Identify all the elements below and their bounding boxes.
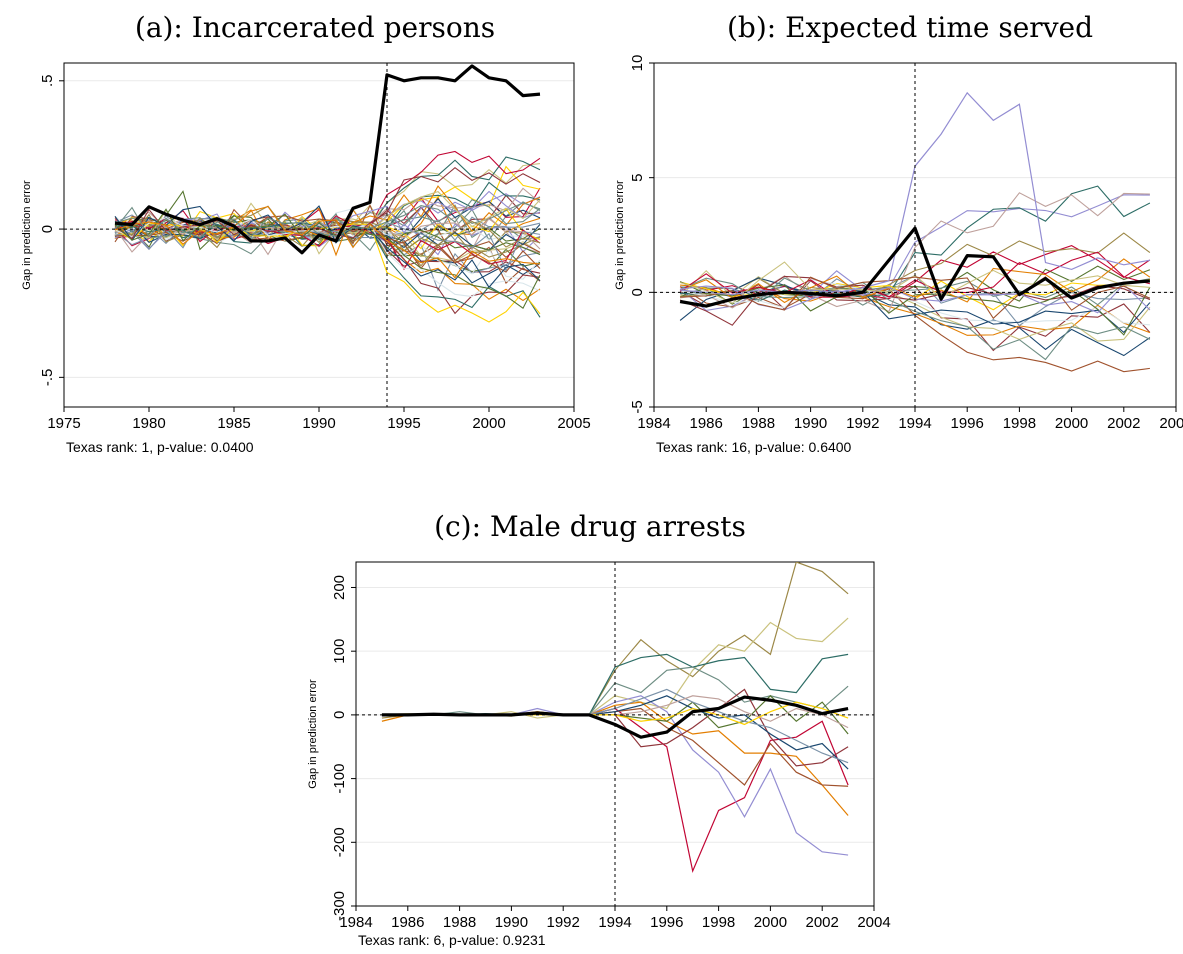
placebo-line <box>680 185 1151 302</box>
y-tick-label: -5 <box>629 400 646 413</box>
x-tick-label: 2000 <box>1055 415 1088 432</box>
x-tick-label: 1990 <box>302 415 335 432</box>
placebo-line <box>680 278 1150 306</box>
plot-area <box>114 64 541 323</box>
y-tick-label: -300 <box>331 891 348 921</box>
x-tick-label: 2000 <box>754 914 787 931</box>
y-tick-label: 200 <box>331 575 348 600</box>
placebo-line <box>679 277 1151 334</box>
panel-title: (a): Incarcerated persons <box>135 11 495 44</box>
placebo-line <box>114 214 541 256</box>
x-tick-label: 1986 <box>391 914 424 931</box>
x-tick-label: 1992 <box>846 415 879 432</box>
x-tick-label: 1988 <box>742 415 775 432</box>
placebo-line <box>114 221 541 256</box>
y-axis-label: Gap in prediction error <box>614 180 626 290</box>
placebo-line <box>679 258 1151 304</box>
x-tick-label: 1994 <box>898 415 931 432</box>
panel-2: (c): Male drug arrests 1984 1986 1988 1990 19… <box>307 510 891 948</box>
placebo-line <box>114 208 541 310</box>
placebo-line <box>114 205 541 279</box>
x-tick-label: 1984 <box>637 415 670 432</box>
placebo-line <box>114 167 541 240</box>
y-tick-label: -200 <box>331 827 348 857</box>
texas-line <box>679 226 1151 308</box>
placebo-line <box>114 205 541 289</box>
x-tick-label: 1985 <box>217 415 250 432</box>
y-tick-label: 10 <box>629 55 646 72</box>
panel-title: (c): Male drug arrests <box>434 510 746 543</box>
placebo-line <box>114 204 541 255</box>
y-tick-label: 0 <box>39 225 56 233</box>
x-tick-label: 1998 <box>1003 415 1036 432</box>
x-tick-label: 2004 <box>857 914 890 931</box>
y-tick-label: 0 <box>629 288 646 296</box>
y-tick-label: 5 <box>629 173 646 181</box>
y-axis-label: Gap in prediction error <box>21 180 33 290</box>
panel-1: (b): Expected time served 1984 1986 1988 199… <box>614 11 1183 455</box>
y-axis-label: Gap in prediction error <box>307 679 319 789</box>
x-tick-label: 1990 <box>495 914 528 931</box>
placebo-line <box>114 199 541 239</box>
x-tick-label: 2002 <box>1107 415 1140 432</box>
y-tick-label: -.5 <box>39 369 56 387</box>
x-tick-label: 1998 <box>702 914 735 931</box>
rank-note: Texas rank: 16, p-value: 0.6400 <box>656 439 852 455</box>
rank-note: Texas rank: 6, p-value: 0.9231 <box>358 932 546 948</box>
plot-area <box>381 562 849 873</box>
x-tick-label: 1992 <box>547 914 580 931</box>
placebo-line <box>680 276 1151 320</box>
placebo-line <box>679 281 1151 336</box>
x-tick-label: 2000 <box>472 415 505 432</box>
plot-frame <box>355 561 875 907</box>
x-tick-label: 1980 <box>132 415 165 432</box>
rank-note: Texas rank: 1, p-value: 0.0400 <box>66 439 254 455</box>
x-tick-label: 2004 <box>1159 415 1183 432</box>
x-tick-label: 1994 <box>598 914 631 931</box>
panel-title: (b): Expected time served <box>727 11 1093 44</box>
y-tick-label: -100 <box>331 764 348 794</box>
plot-frame <box>653 62 1177 408</box>
texas-line <box>114 64 541 255</box>
x-tick-label: 1995 <box>387 415 420 432</box>
x-tick-label: 1996 <box>650 914 683 931</box>
panel-0: (a): Incarcerated persons 1975 1980 1985 199… <box>21 11 591 455</box>
x-tick-label: 1986 <box>690 415 723 432</box>
x-tick-label: 1975 <box>47 415 80 432</box>
y-tick-label: 0 <box>331 711 348 719</box>
x-tick-label: 2002 <box>806 914 839 931</box>
x-tick-label: 1984 <box>339 914 372 931</box>
x-tick-label: 1988 <box>443 914 476 931</box>
x-tick-label: 1990 <box>794 415 827 432</box>
x-tick-label: 1996 <box>951 415 984 432</box>
y-tick-label: 100 <box>331 639 348 664</box>
x-tick-label: 2005 <box>557 415 590 432</box>
y-tick-label: .5 <box>39 75 56 88</box>
